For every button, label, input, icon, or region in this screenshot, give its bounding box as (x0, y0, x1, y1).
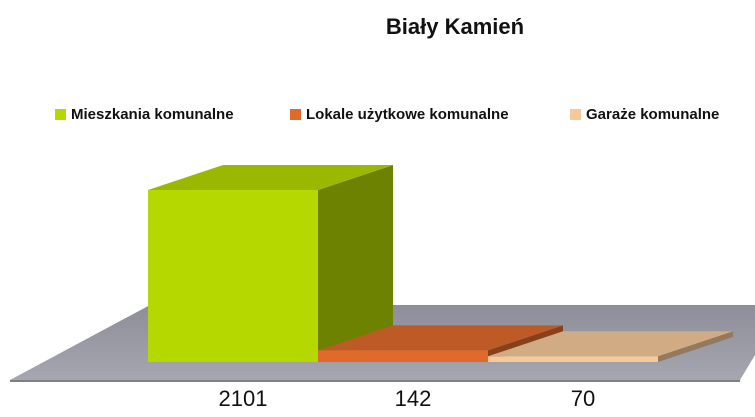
legend-label: Mieszkania komunalne (71, 106, 234, 123)
data-label: 142 (395, 386, 432, 411)
bar (318, 350, 488, 362)
bar-top (488, 331, 733, 357)
bar-top (318, 325, 563, 351)
bar (488, 356, 658, 362)
legend-swatch (570, 109, 581, 120)
data-label: 2101 (219, 386, 268, 411)
legend-swatch (55, 109, 66, 120)
bar (148, 190, 318, 362)
bar-side (658, 331, 733, 362)
data-label: 70 (571, 386, 595, 411)
legend-swatch (290, 109, 301, 120)
bar-top (148, 165, 393, 190)
legend-label: Garaże komunalne (586, 106, 719, 123)
chart-title: Biały Kamień (386, 14, 524, 39)
legend-label: Lokale użytkowe komunalne (306, 106, 509, 123)
bar-side (318, 165, 393, 362)
